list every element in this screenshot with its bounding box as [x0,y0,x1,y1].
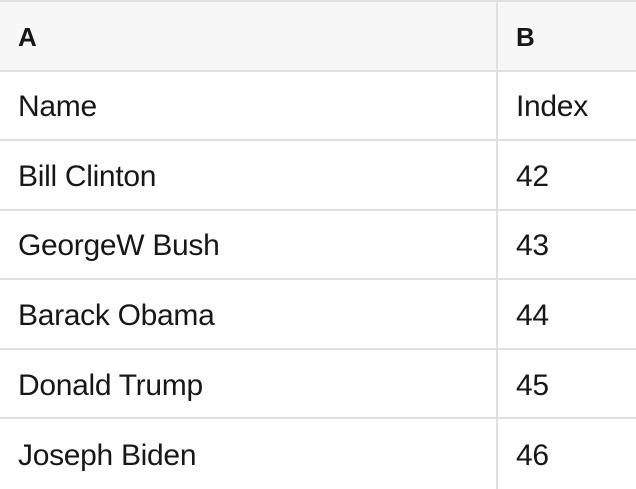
cell-A1[interactable]: Name [0,71,498,142]
column-header-B[interactable]: B [498,2,636,72]
column-header-A[interactable]: A [0,2,498,72]
cell-A6[interactable]: Joseph Biden [0,419,498,489]
cell-B6[interactable]: 46 [516,439,549,473]
cell-B3[interactable]: 43 [498,211,636,281]
cell-B1[interactable]: Index [498,72,636,142]
cell-B4[interactable]: 44 [498,280,636,350]
cell-A3[interactable]: GeorgeW Bush [0,210,498,281]
cell-A4[interactable]: Barack Obama [0,280,498,350]
cell-B2[interactable]: 42 [498,141,636,211]
cell-A5[interactable]: Donald Trump [0,349,498,420]
cell-A2[interactable]: Bill Clinton [0,141,498,211]
cell-B5[interactable]: 45 [498,350,636,420]
